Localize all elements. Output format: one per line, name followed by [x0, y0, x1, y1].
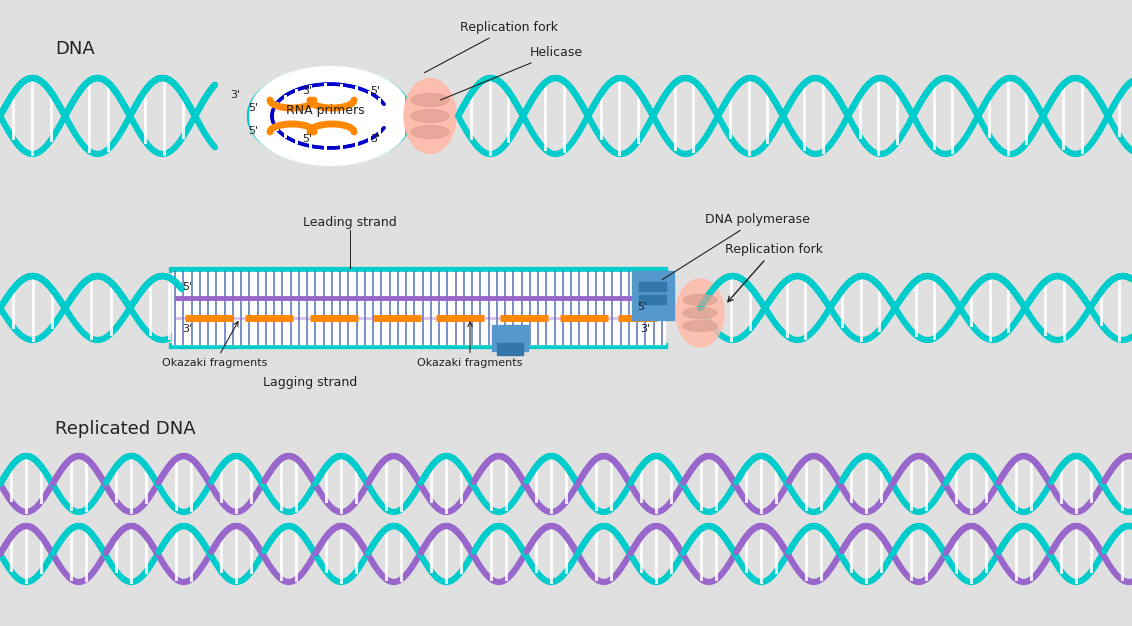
Text: Lagging strand: Lagging strand	[263, 376, 357, 389]
Text: 3': 3'	[230, 90, 240, 100]
Ellipse shape	[683, 294, 717, 305]
Text: 5': 5'	[248, 126, 258, 136]
Text: Replication fork: Replication fork	[724, 243, 823, 302]
Ellipse shape	[411, 125, 449, 138]
Text: 5': 5'	[182, 282, 192, 292]
Ellipse shape	[404, 78, 456, 153]
Bar	[638, 295, 666, 304]
Bar	[638, 282, 666, 291]
Polygon shape	[250, 66, 404, 165]
Bar	[172, 272, 664, 344]
Ellipse shape	[683, 307, 717, 319]
FancyBboxPatch shape	[632, 271, 674, 320]
Text: Leading strand: Leading strand	[303, 216, 397, 229]
Text: Replicated DNA: Replicated DNA	[55, 420, 196, 438]
Text: Okazaki fragments: Okazaki fragments	[162, 322, 267, 368]
Text: Helicase: Helicase	[440, 46, 583, 100]
Ellipse shape	[411, 110, 449, 123]
FancyBboxPatch shape	[492, 325, 528, 351]
Text: 5': 5'	[248, 103, 258, 113]
Text: 5': 5'	[302, 134, 312, 144]
Text: 3': 3'	[370, 134, 380, 144]
Text: 3': 3'	[302, 86, 312, 96]
Text: 3': 3'	[182, 324, 192, 334]
Text: Okazaki fragments: Okazaki fragments	[418, 322, 523, 368]
Ellipse shape	[411, 93, 449, 106]
FancyBboxPatch shape	[497, 343, 523, 355]
Text: DNA polymerase: DNA polymerase	[662, 213, 809, 280]
Text: RNA primers: RNA primers	[285, 104, 365, 117]
Ellipse shape	[683, 321, 717, 332]
Text: Replication fork: Replication fork	[424, 21, 558, 73]
Text: DNA: DNA	[55, 40, 95, 58]
Ellipse shape	[676, 279, 724, 347]
Text: 3': 3'	[640, 324, 650, 334]
Text: 5': 5'	[637, 302, 648, 312]
Text: 5': 5'	[370, 86, 380, 96]
